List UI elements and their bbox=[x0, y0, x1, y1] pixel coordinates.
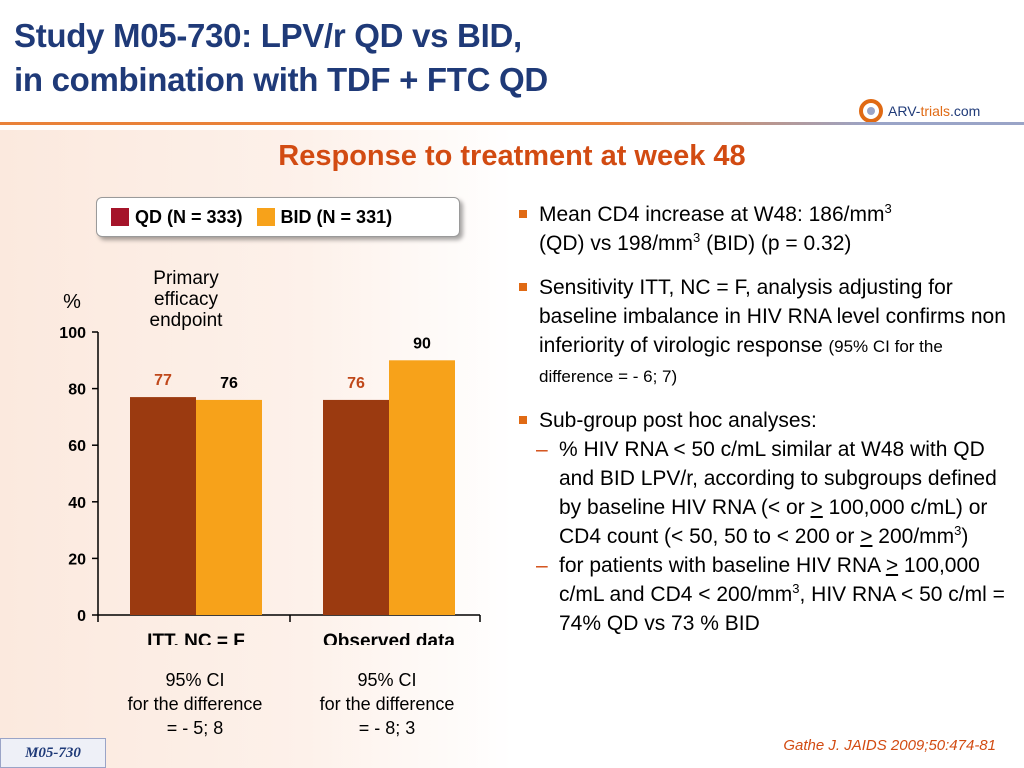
annotation-line-1: Primary bbox=[153, 268, 219, 289]
primary-endpoint-annotation: Primary efficacy endpoint bbox=[130, 268, 242, 331]
slide-subtitle: Response to treatment at week 48 bbox=[278, 140, 746, 172]
annotation-line-2: efficacy bbox=[153, 289, 219, 310]
bar-chart: % 0 20 40 60 80 100 77 76 ITT, NC = F 76 90 Observed… bbox=[59, 291, 481, 645]
legend-swatch-bid bbox=[256, 208, 275, 226]
y-tick-label: 80 bbox=[68, 382, 86, 399]
data-label: 77 bbox=[154, 372, 172, 389]
data-label: 76 bbox=[347, 375, 365, 392]
bar-qd bbox=[323, 399, 389, 615]
logo-icon bbox=[859, 99, 883, 123]
bullet-subgroup: Sub-group post hoc analyses: bbox=[517, 406, 1017, 435]
legend-swatch-qd bbox=[111, 208, 129, 226]
y-tick-label: 20 bbox=[68, 551, 86, 568]
bar-bid bbox=[389, 360, 455, 615]
ci-itt-line-3: = - 5; 8 bbox=[166, 718, 224, 738]
title-line-2: in combination with TDF + FTC QD bbox=[14, 61, 548, 98]
ci-obs-line-2: for the difference bbox=[319, 694, 455, 714]
ci-obs-line-3: = - 8; 3 bbox=[358, 718, 416, 738]
slide-title: Study M05-730: LPV/r QD vs BID, in combi… bbox=[14, 14, 548, 102]
logo-text: ARV-trials.com bbox=[888, 103, 981, 119]
title-line-1: Study M05-730: LPV/r QD vs BID, bbox=[14, 17, 522, 54]
category-label: ITT, NC = F bbox=[147, 631, 245, 645]
legend-label-bid: BID (N = 331) bbox=[280, 206, 393, 227]
category-label: Observed data bbox=[323, 631, 455, 645]
y-tick-label: 40 bbox=[68, 495, 86, 512]
ci-note-observed: 95% CI for the difference = - 8; 3 bbox=[302, 668, 472, 740]
arv-trials-logo: ARV-trials.com bbox=[858, 98, 980, 124]
annotation-line-3: endpoint bbox=[149, 310, 223, 331]
bar-bid bbox=[196, 399, 262, 615]
legend-item-bid: BID (N = 331) bbox=[256, 206, 393, 228]
chart-legend: QD (N = 333) BID (N = 331) bbox=[96, 197, 460, 237]
y-tick-label: 100 bbox=[59, 325, 86, 342]
findings-bullets: Mean CD4 increase at W48: 186/mm3 (QD) vs… bbox=[517, 200, 1017, 638]
y-axis-label: % bbox=[63, 291, 81, 313]
title-divider bbox=[0, 122, 1024, 125]
y-tick-label: 0 bbox=[77, 608, 86, 625]
ci-obs-line-1: 95% CI bbox=[357, 670, 417, 690]
y-tick-label: 60 bbox=[68, 438, 86, 455]
bullet-sensitivity: Sensitivity ITT, NC = F, analysis adjust… bbox=[517, 273, 1017, 391]
sub-bullet-2: – for patients with baseline HIV RNA > 10… bbox=[536, 554, 1005, 635]
study-tag: M05-730 bbox=[0, 738, 106, 768]
data-label: 90 bbox=[413, 335, 431, 352]
ci-itt-line-1: 95% CI bbox=[165, 670, 225, 690]
sub-bullet-1: –% HIV RNA < 50 c/mL similar at W48 with… bbox=[536, 438, 997, 548]
bar-qd bbox=[130, 397, 196, 615]
legend-item-qd: QD (N = 333) bbox=[111, 207, 243, 228]
legend-label-qd: QD (N = 333) bbox=[135, 206, 243, 227]
ci-note-itt: 95% CI for the difference = - 5; 8 bbox=[110, 668, 280, 740]
data-label: 76 bbox=[220, 375, 238, 392]
bullet-cd4: Mean CD4 increase at W48: 186/mm3 (QD) vs… bbox=[517, 200, 1017, 258]
ci-itt-line-2: for the difference bbox=[127, 694, 263, 714]
citation: Gathe J. JAIDS 2009;50:474-81 bbox=[783, 737, 996, 754]
